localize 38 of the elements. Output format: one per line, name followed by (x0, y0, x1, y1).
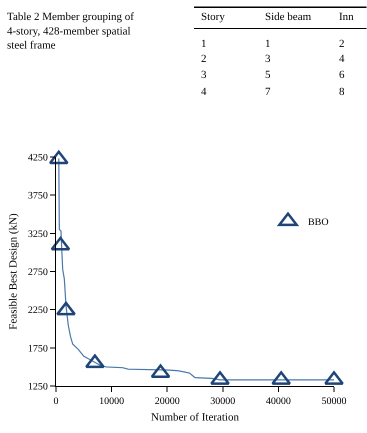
text: Inn (339, 11, 354, 23)
y-tick-label: 3250 (28, 228, 48, 240)
x-axis-title: Number of Iteration (151, 411, 240, 424)
text: 3 (265, 53, 271, 65)
text: 6 (339, 69, 345, 81)
x-tick-label: 30000 (210, 396, 236, 408)
point (324, 371, 344, 385)
text: 5 (265, 69, 271, 81)
text: 1 (201, 38, 206, 50)
y-axis-title: Feasible Best Design (kN) (8, 212, 20, 330)
y-tick-label: 2250 (28, 305, 48, 316)
legend-label: BBO (308, 217, 329, 228)
text: 7 (265, 86, 271, 98)
y-tick-label: 1750 (28, 343, 48, 354)
text: 2 (201, 53, 206, 65)
x-tick-label: 0 (54, 396, 58, 408)
y-tick-label: 3750 (28, 190, 48, 202)
x-tick-label: 50000 (322, 396, 346, 408)
text: 2 (339, 38, 344, 50)
caption: Table 2 Member grouping of 4-story, 428-member spatial steel frame (7, 11, 134, 52)
y-tick-label: 2750 (28, 267, 48, 278)
text: 1 (265, 38, 270, 50)
x-tick-label: 20000 (154, 396, 180, 408)
point (56, 302, 76, 316)
y-tick-label: 4250 (28, 152, 48, 164)
text: 8 (339, 86, 345, 98)
x-tick-label: 40000 (266, 396, 291, 408)
text: Story (201, 11, 226, 23)
text: 4 (339, 53, 345, 65)
x-tick-label: 10000 (99, 396, 124, 408)
point (150, 364, 170, 378)
point (210, 371, 230, 385)
y-tick-label: 1250 (28, 382, 48, 392)
point (85, 354, 105, 368)
text: Side beam (265, 11, 312, 23)
text: 3 (201, 69, 207, 81)
point (50, 236, 70, 251)
text: 4 (201, 86, 207, 98)
